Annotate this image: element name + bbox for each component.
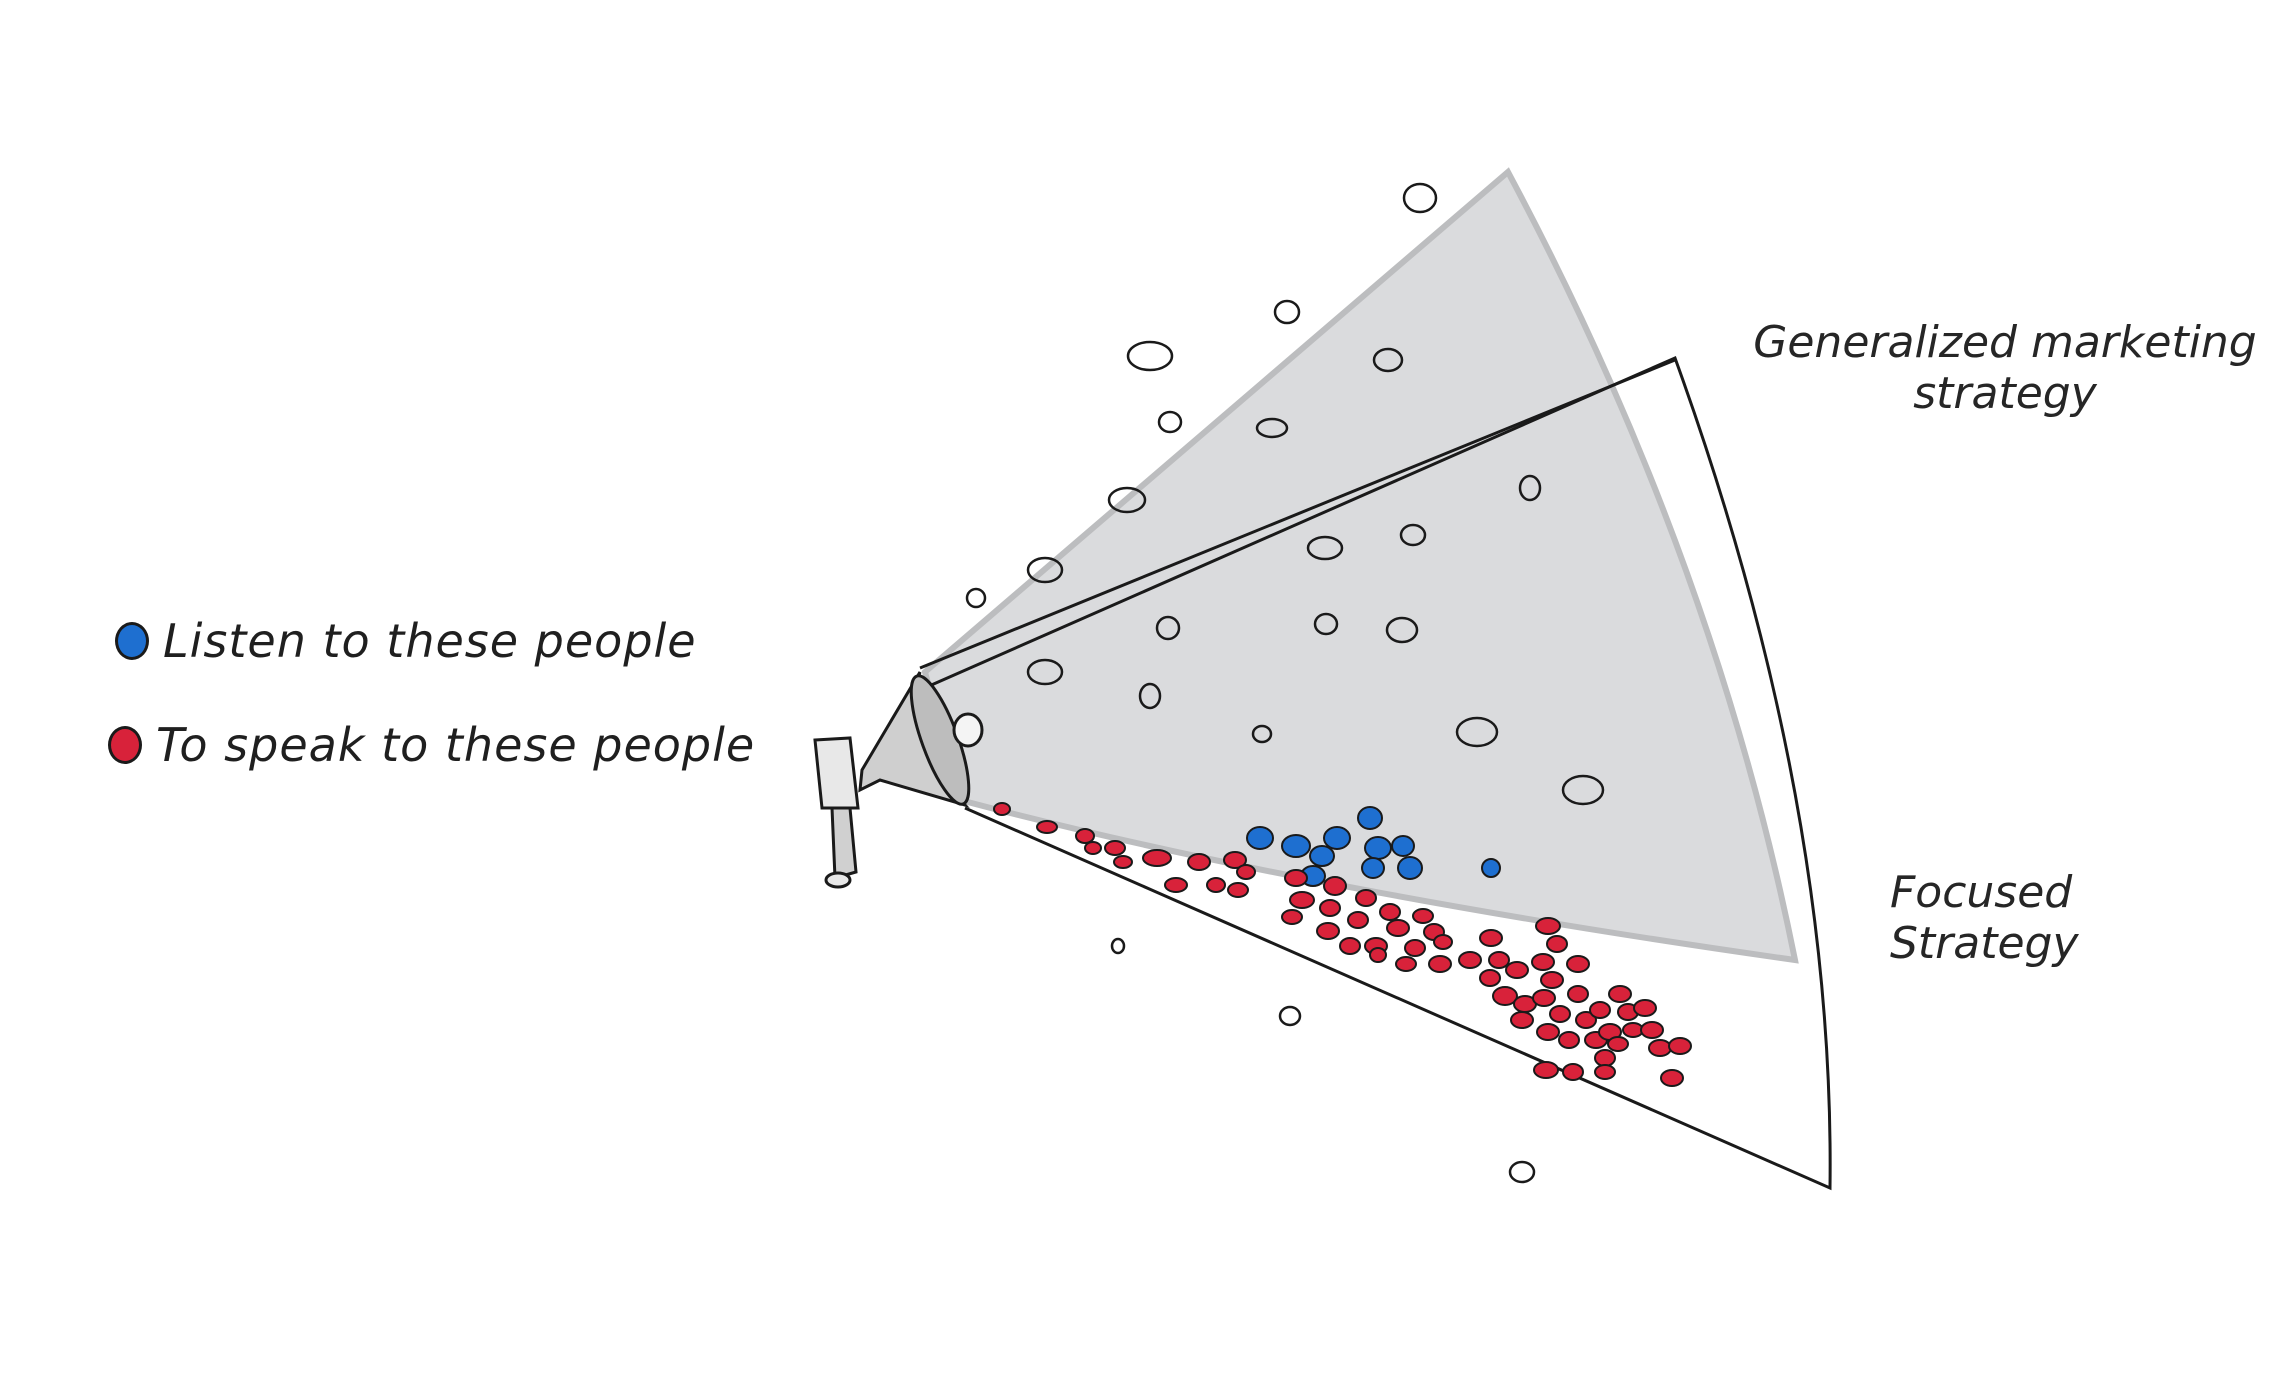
legend-listen-label: Listen to these people bbox=[163, 614, 697, 668]
focused-cone bbox=[919, 355, 1832, 1191]
speak-people bbox=[993, 802, 1692, 1087]
neutral-people bbox=[965, 182, 1605, 1184]
generalized-strategy-label: Generalized marketing strategy bbox=[1753, 317, 2257, 419]
focused-strategy-label: Focused Strategy bbox=[1890, 867, 2079, 969]
legend-speak: To speak to these people bbox=[108, 718, 755, 772]
megaphone-icon bbox=[813, 671, 984, 889]
listen-people bbox=[1246, 806, 1501, 887]
generalized-cone bbox=[921, 167, 1799, 964]
red-dot-icon bbox=[108, 726, 142, 764]
focused-cone-top-edge bbox=[919, 358, 1676, 670]
legend-listen: Listen to these people bbox=[115, 614, 697, 668]
legend-speak-label: To speak to these people bbox=[156, 718, 756, 772]
blue-dot-icon bbox=[115, 622, 149, 660]
